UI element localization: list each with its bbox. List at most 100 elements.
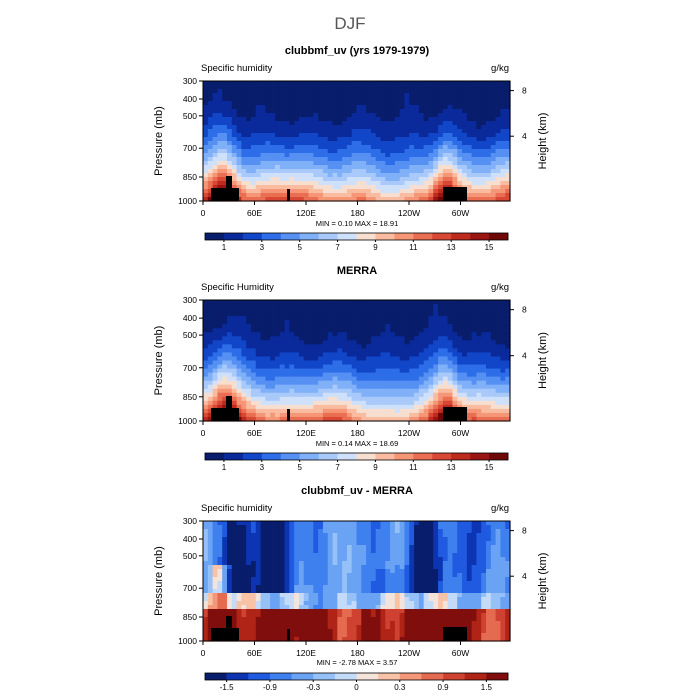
field-cell	[476, 137, 482, 142]
field-cell	[222, 545, 228, 550]
field-cell	[457, 352, 463, 358]
field-cell	[356, 133, 362, 138]
field-cell	[366, 368, 372, 374]
field-cell	[332, 141, 338, 146]
field-cell	[289, 145, 295, 150]
field-cell	[361, 308, 367, 313]
field-cell	[298, 533, 305, 538]
field-cell	[203, 125, 209, 130]
field-cell	[490, 117, 497, 122]
field-cell	[274, 81, 281, 86]
field-cell	[394, 121, 401, 126]
field-cell	[217, 537, 223, 542]
field-cell	[433, 197, 439, 202]
field-cell	[332, 344, 338, 349]
field-cell	[346, 356, 353, 362]
field-cell	[332, 529, 338, 534]
field-cell	[346, 109, 353, 114]
field-cell	[294, 181, 300, 186]
field-cell	[308, 145, 314, 150]
field-cell	[260, 581, 266, 586]
field-cell	[270, 189, 276, 194]
field-cell	[203, 101, 209, 106]
field-cell	[346, 372, 353, 378]
field-cell	[457, 177, 463, 182]
field-cell	[231, 565, 238, 570]
field-cell	[466, 408, 473, 414]
field-cell	[241, 312, 247, 317]
field-cell	[342, 380, 348, 386]
field-cell	[390, 197, 396, 202]
field-cell	[274, 181, 281, 186]
field-cell	[375, 340, 382, 345]
field-cell	[356, 565, 362, 570]
field-cell	[370, 533, 377, 538]
field-cell	[226, 149, 233, 154]
field-cell	[466, 169, 473, 174]
field-cell	[342, 113, 348, 118]
field-cell	[246, 336, 252, 341]
field-cell	[361, 153, 367, 158]
field-cell	[366, 380, 372, 386]
field-cell	[318, 541, 324, 546]
field-cell	[471, 561, 478, 566]
field-cell	[428, 304, 434, 309]
field-cell	[356, 549, 362, 554]
field-cell	[394, 541, 401, 546]
field-cell	[380, 304, 386, 309]
field-cell	[366, 165, 372, 170]
field-cell	[337, 565, 343, 570]
field-cell	[414, 376, 420, 382]
field-cell	[495, 529, 502, 534]
field-cell	[203, 320, 209, 325]
field-cell	[390, 93, 396, 98]
colorbar-swatch	[451, 453, 471, 460]
field-cell	[226, 368, 233, 374]
field-cell	[370, 384, 377, 390]
field-cell	[423, 193, 430, 198]
field-cell	[394, 149, 401, 154]
field-cell	[255, 561, 262, 566]
field-cell	[212, 113, 218, 118]
field-cell	[308, 380, 314, 386]
field-cell	[327, 545, 334, 550]
field-cell	[250, 545, 257, 550]
field-cell	[231, 368, 238, 374]
field-cell	[414, 372, 420, 378]
field-cell	[260, 324, 266, 329]
field-cell	[462, 101, 468, 106]
field-cell	[500, 308, 506, 313]
field-cell	[298, 392, 305, 398]
field-cell	[409, 553, 415, 558]
field-cell	[236, 197, 242, 202]
field-cell	[226, 117, 233, 122]
field-cell	[318, 557, 324, 562]
field-cell	[298, 581, 305, 586]
field-cell	[380, 312, 386, 317]
field-cell	[414, 533, 420, 538]
field-cell	[433, 384, 439, 390]
field-cell	[289, 113, 295, 118]
field-cell	[366, 408, 372, 414]
field-cell	[414, 569, 420, 574]
field-cell	[438, 368, 444, 374]
field-cell	[212, 177, 218, 182]
field-cell	[255, 97, 262, 102]
field-cell	[385, 408, 391, 414]
field-cell	[423, 340, 430, 345]
field-cell	[342, 153, 348, 158]
field-cell	[390, 101, 396, 106]
field-cell	[366, 185, 372, 190]
field-cell	[452, 573, 458, 578]
field-cell	[255, 312, 262, 317]
field-cell	[246, 89, 252, 94]
field-cell	[342, 189, 348, 194]
field-cell	[500, 304, 506, 309]
field-cell	[394, 165, 401, 170]
field-cell	[318, 577, 324, 582]
field-cell	[351, 332, 358, 337]
field-cell	[366, 541, 372, 546]
field-cell	[265, 316, 271, 321]
field-cell	[433, 161, 439, 166]
field-cell	[289, 533, 295, 538]
